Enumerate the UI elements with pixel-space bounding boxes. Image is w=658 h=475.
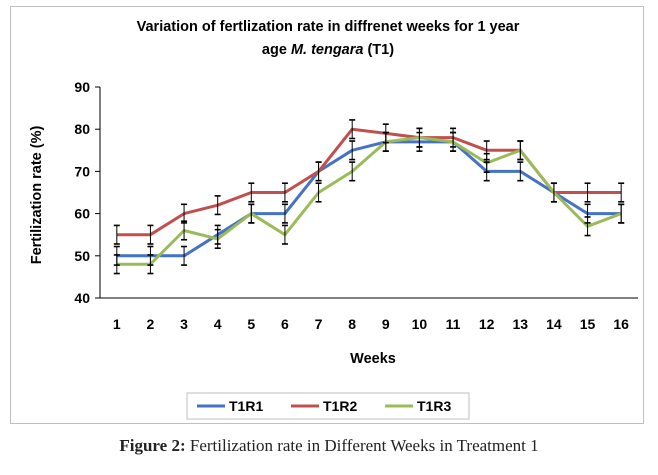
y-tick-label: 90: [74, 79, 90, 95]
legend-label-t1r2: T1R2: [323, 398, 357, 414]
x-tick-label: 6: [281, 316, 289, 332]
x-tick-label: 3: [180, 316, 188, 332]
x-tick-label: 4: [214, 316, 222, 332]
x-tick-label: 11: [446, 316, 461, 332]
x-tick-label: 10: [412, 316, 428, 332]
x-tick-label: 7: [315, 316, 323, 332]
x-tick-label: 8: [348, 316, 356, 332]
y-tick-label: 60: [74, 206, 90, 222]
x-tick-label: 15: [580, 316, 596, 332]
x-tick-label: 1: [113, 316, 121, 332]
x-tick-label: 2: [147, 316, 155, 332]
plot-area: [95, 86, 638, 299]
chart-title-prefix: age: [262, 42, 291, 58]
chart: Variation of fertlization rate in diffre…: [29, 19, 638, 420]
y-axis-label: Fertilization rate (%): [29, 126, 45, 265]
x-tick-label: 9: [382, 316, 390, 332]
x-tick-label: 12: [479, 316, 495, 332]
caption-text: Fertilization rate in Different Weeks in…: [185, 436, 539, 455]
x-tick-label: 5: [247, 316, 255, 332]
legend-box: [186, 392, 470, 420]
legend: T1R1 T1R2 T1R3: [197, 398, 451, 414]
series-layer: [116, 127, 622, 266]
caption-label: Figure 2:: [119, 436, 186, 455]
error-bars: [113, 119, 625, 275]
chart-title-line2: age M. tengara (T1): [262, 42, 394, 58]
y-tick-label: 70: [74, 163, 90, 179]
x-axis-label: Weeks: [350, 351, 396, 367]
x-tick-label: 13: [513, 316, 529, 332]
series-line-t1r3: [116, 136, 622, 266]
y-tick-label: 40: [74, 290, 90, 306]
x-tick-label: 14: [546, 316, 562, 332]
series-line-t1r1: [116, 140, 622, 258]
chart-title-line1: Variation of fertlization rate in diffre…: [137, 19, 520, 35]
chart-title-species: M. tengara: [291, 42, 364, 58]
figure-caption: Figure 2: Fertilization rate in Differen…: [0, 436, 658, 456]
y-tick-label: 50: [74, 248, 90, 264]
legend-label-t1r3: T1R3: [417, 398, 451, 414]
x-tick-label: 16: [613, 316, 629, 332]
chart-title-suffix: (T1): [363, 42, 394, 58]
y-tick-label: 80: [74, 121, 90, 137]
legend-label-t1r1: T1R1: [229, 398, 263, 414]
chart-frame: Variation of fertlization rate in diffre…: [10, 6, 644, 424]
